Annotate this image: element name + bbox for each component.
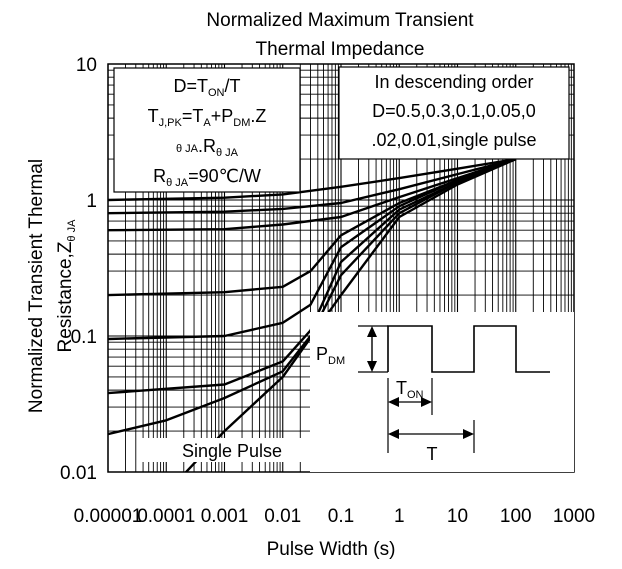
x-tick-label: 0.01: [264, 506, 301, 527]
order-box-line-3: .02,0.01,single pulse: [371, 130, 536, 150]
single-pulse-label: Single Pulse: [182, 441, 282, 461]
order-box-frame: [338, 66, 570, 160]
x-tick-label: 0.1: [328, 506, 354, 527]
ton-arrow-head-right: [421, 397, 432, 407]
order-box-line-2: D=0.5,0.3,0.1,0.05,0: [372, 101, 536, 121]
x-axis-label: Pulse Width (s): [267, 539, 396, 560]
x-tick-label: 1: [394, 506, 405, 527]
series-curve: [108, 157, 517, 232]
y-axis-label: Normalized Transient Thermal Resistance,…: [26, 159, 78, 413]
pulse-diagram-inset: PDM TON T: [310, 312, 574, 472]
y-axis-label-line-1: Normalized Transient Thermal: [26, 159, 47, 413]
ton-label: TON: [396, 378, 424, 401]
formula-thermal-product: θ JA.Rθ JA: [176, 136, 239, 159]
t-arrow-head-left: [388, 429, 399, 439]
order-box-line-1: In descending order: [374, 72, 533, 92]
formula-junction-temperature: TJ,PK=TA+PDM.Z: [148, 106, 267, 129]
curves: [108, 157, 517, 472]
x-tick-label: 0.001: [201, 506, 249, 527]
y-tick-labels: 0.01 0.1 1 10: [60, 55, 97, 484]
formula-thermal-resistance: Rθ JA=90℃/W: [153, 166, 261, 189]
series-curve: [184, 157, 517, 472]
y-tick-label: 10: [76, 55, 97, 76]
pdm-arrow-head-down: [367, 361, 377, 372]
formula-duty-cycle: D=TON/T: [173, 76, 240, 99]
series-curve: [108, 157, 517, 341]
pulse-inset-background: [310, 312, 574, 472]
formula-box: D=TON/T TJ,PK=TA+PDM.Z θ JA.Rθ JA Rθ JA=…: [113, 67, 301, 193]
y-tick-label: 0.1: [71, 327, 97, 348]
pdm-label: PDM: [316, 344, 345, 367]
x-tick-label: 10: [447, 506, 468, 527]
x-tick-label: 0.00001: [74, 506, 143, 527]
ton-arrow-head-left: [388, 397, 399, 407]
y-tick-label: 0.01: [60, 463, 97, 484]
t-label: T: [427, 444, 438, 464]
x-tick-label: 0.0001: [137, 506, 195, 527]
y-axis-label-line-2: Resistance,Zθ JA: [55, 219, 78, 353]
x-tick-label: 100: [500, 506, 532, 527]
x-tick-label: 1000: [553, 506, 595, 527]
chart-title-line-1: Normalized Maximum Transient: [206, 10, 474, 31]
order-box: In descending order D=0.5,0.3,0.1,0.05,0…: [338, 66, 570, 160]
formula-box-frame: [113, 67, 301, 193]
series-curve: [108, 157, 516, 202]
y-tick-label: 1: [86, 191, 97, 212]
series-curve: [108, 157, 517, 215]
pulse-waveform: [387, 325, 550, 373]
single-pulse-label-background: [141, 438, 303, 462]
t-arrow-head-right: [463, 429, 474, 439]
chart-title-line-2: Thermal Impedance: [256, 39, 425, 60]
pdm-arrow-head-up: [367, 326, 377, 337]
